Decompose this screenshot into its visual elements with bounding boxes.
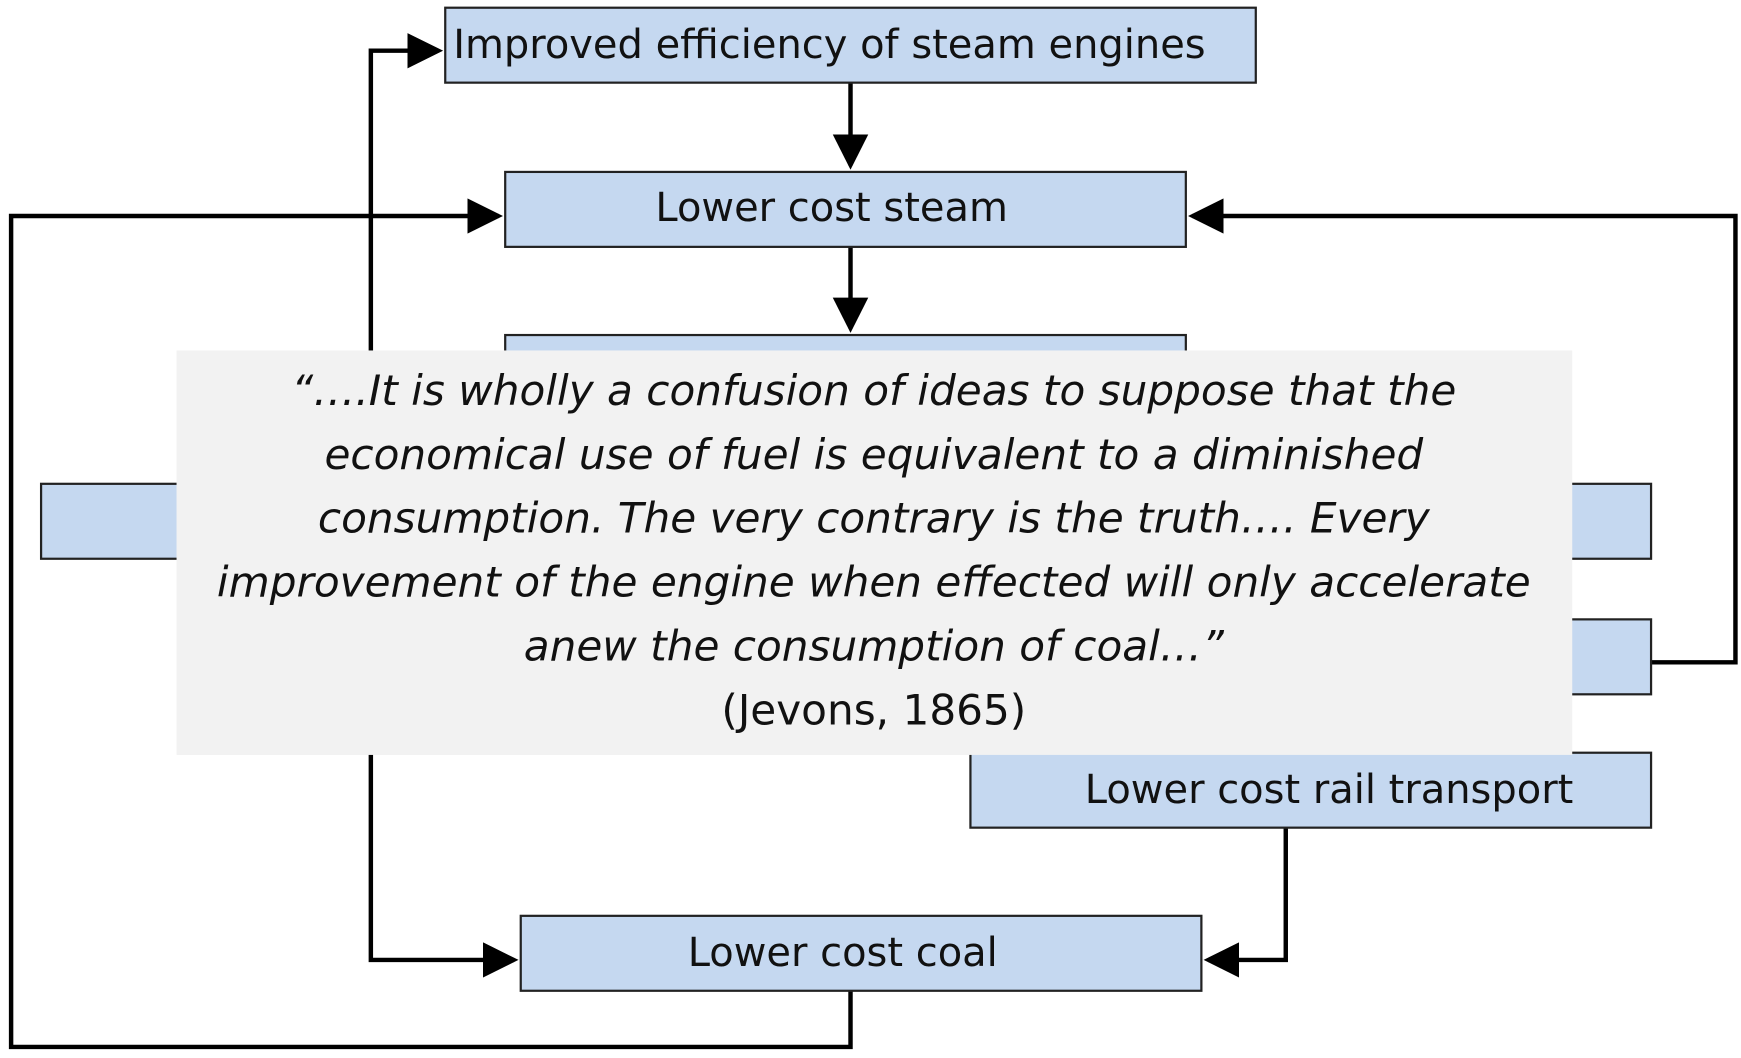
arrow <box>8 198 853 1050</box>
quote-citation: (Jevons, 1865) <box>721 686 1026 735</box>
node-label: Improved efficiency of steam engines <box>453 22 1205 68</box>
quote-line: “….It is wholly a confusion of ideas to … <box>291 366 1456 415</box>
arrow <box>368 33 444 353</box>
node-label: Lower cost steam <box>655 185 1008 231</box>
node-box <box>519 914 1203 992</box>
quote-line: improvement of the engine when effected … <box>217 558 1531 607</box>
node-box <box>969 751 1653 829</box>
arrow <box>1203 827 1288 978</box>
arrow <box>368 749 519 978</box>
node-label: Lower cost coal <box>688 930 998 976</box>
quote-line: consumption. The very contrary is the tr… <box>318 494 1431 543</box>
quote-line: economical use of fuel is equivalent to … <box>324 430 1423 479</box>
quote-line: anew the consumption of coal…” <box>524 622 1225 671</box>
arrow <box>1188 198 1738 665</box>
node-box <box>444 6 1257 84</box>
node-label: Lower cost rail transport <box>1085 767 1573 813</box>
quote-box <box>176 350 1573 755</box>
node-box <box>504 170 1187 248</box>
